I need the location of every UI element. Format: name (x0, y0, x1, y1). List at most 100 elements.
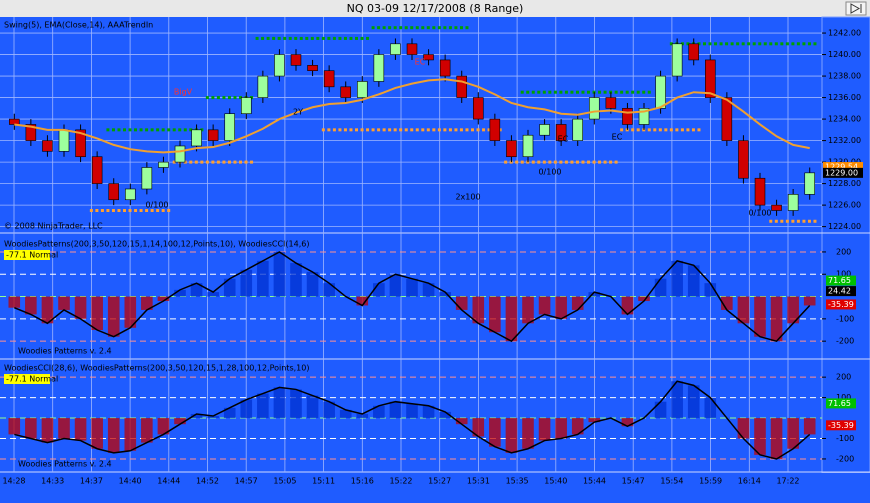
swing-dot (161, 208, 165, 212)
swing-dot (415, 128, 419, 132)
value-marker (826, 275, 856, 286)
swing-dot (250, 160, 254, 164)
cci-histogram-bar (422, 283, 435, 297)
swing-low-dots (437, 128, 452, 132)
cci-histogram-bar (356, 413, 369, 419)
swing-dot (167, 128, 171, 132)
candle-body (174, 145, 186, 163)
swing-dot (283, 36, 287, 40)
swing-dot (360, 128, 364, 132)
cci-histogram-bar (339, 409, 352, 419)
y-tick-label: 1224.00 (828, 222, 861, 231)
swing-dot (763, 42, 767, 46)
swing-dot (675, 128, 679, 132)
swing-dot (553, 90, 557, 94)
cci-histogram-bar (654, 401, 667, 419)
candle-body (738, 140, 749, 179)
swing-high-dots (172, 128, 187, 132)
title-bar (0, 0, 870, 17)
y-tick-label: 100 (836, 393, 851, 402)
swing-high-dots (752, 42, 767, 46)
swing-dot (774, 219, 778, 223)
swing-low-dots (106, 208, 121, 212)
time-label: 14:37 (80, 477, 103, 486)
swing-dot (564, 90, 568, 94)
swing-dot (233, 96, 237, 100)
value-marker (826, 398, 856, 409)
cci-histogram-bar (157, 418, 170, 435)
value-marker (826, 420, 856, 431)
swing-high-dots (421, 26, 436, 30)
cci-histogram-bar (687, 385, 700, 419)
swing-high-dots (272, 36, 287, 40)
pattern-annotation: 0/100 (748, 209, 771, 218)
cci-histogram-bar (41, 418, 54, 443)
swing-high-dots (570, 90, 585, 94)
swing-high-dots (636, 90, 651, 94)
swing-dot (316, 36, 320, 40)
cci-histogram-bar (124, 296, 137, 328)
swing-dot (564, 160, 568, 164)
swing-dot (581, 160, 585, 164)
time-axis-area (0, 473, 870, 503)
cci-histogram-bar (74, 418, 87, 441)
pattern-annotation: 0/100 (145, 201, 168, 210)
cci-histogram-bar (422, 405, 435, 419)
price-marker (823, 167, 863, 178)
swing-dot (227, 160, 231, 164)
swing-dot (211, 96, 215, 100)
swing-high-dots (785, 42, 800, 46)
swing-dot (587, 90, 590, 94)
candle-body (25, 124, 37, 141)
time-label: 15:11 (312, 477, 335, 486)
candle-body (688, 43, 699, 61)
cci-histogram-bar (41, 296, 54, 324)
scroll-end-button[interactable] (845, 1, 867, 16)
cci-histogram-bar (555, 418, 567, 439)
cci-histogram-bar (373, 405, 385, 419)
time-label: 16:14 (738, 477, 761, 486)
swing-dot (691, 128, 695, 132)
swing-low-dots (769, 219, 784, 223)
swing-dot (123, 208, 126, 212)
swing-dot (559, 160, 563, 164)
cci-histogram-bar (538, 296, 551, 315)
time-label: 14:40 (119, 477, 142, 486)
time-label: 14:28 (2, 477, 25, 486)
candle-body (42, 140, 53, 152)
price-marker (823, 162, 863, 173)
swing-dot (167, 208, 171, 212)
swing-dot (189, 128, 193, 132)
cci-histogram-bar (555, 296, 567, 319)
candle-body (456, 75, 467, 98)
swing-dot (172, 160, 176, 164)
cci-histogram-bar (455, 418, 468, 425)
y-tick-label: 1228.00 (828, 179, 861, 188)
swing-dot (393, 128, 397, 132)
cci-histogram-bar (770, 296, 783, 342)
swing-dot (327, 36, 331, 40)
swing-dot (272, 36, 276, 40)
swing-dot (95, 208, 99, 212)
swing-dot (581, 90, 585, 94)
swing-dot (355, 36, 358, 40)
value-marker-label: -35.39 (828, 421, 854, 430)
swing-dot (371, 128, 375, 132)
cci-histogram-bar (522, 296, 534, 324)
candle-body (224, 113, 235, 141)
cci-histogram-bar (721, 296, 733, 310)
footer-label: Woodies Patterns v. 2.4 (18, 347, 112, 356)
candle-body (638, 108, 650, 125)
swing-dot (150, 128, 154, 132)
swing-dot (216, 160, 220, 164)
cci-histogram-bar (505, 296, 518, 342)
cci-histogram-bar (754, 296, 766, 337)
swing-dot (802, 219, 806, 223)
pattern-annotation: EC (415, 58, 426, 67)
swing-dot (471, 128, 474, 132)
candle-body (390, 43, 401, 55)
cci-histogram-bar (455, 296, 468, 310)
cci-histogram-bar (91, 296, 103, 331)
swing-dot (343, 36, 347, 40)
